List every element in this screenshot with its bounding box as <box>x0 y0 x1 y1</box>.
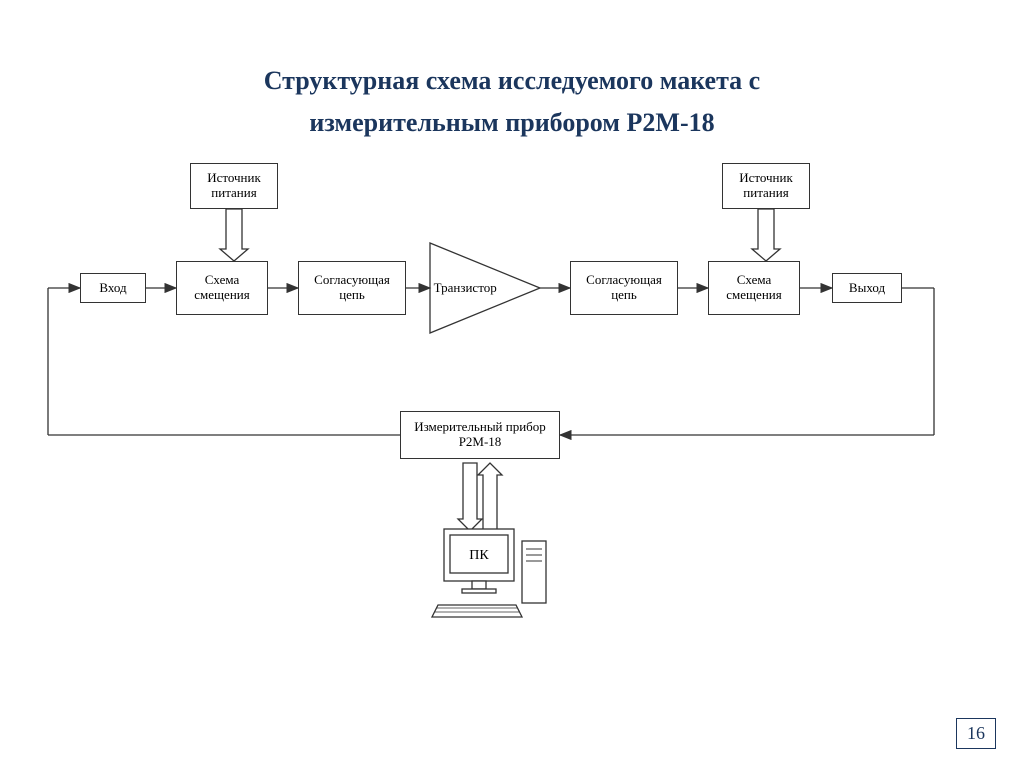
pc-icon: ПК <box>432 529 546 617</box>
node-in: Вход <box>80 273 146 303</box>
node-psu2: Источник питания <box>722 163 810 209</box>
title-line-2: измерительным прибором Р2М-18 <box>309 108 714 137</box>
svg-text:Транзистор: Транзистор <box>434 280 497 295</box>
title-line-1: Структурная схема исследуемого макета с <box>264 66 760 95</box>
page-title: Структурная схема исследуемого макета с … <box>0 0 1024 143</box>
svg-text:ПК: ПК <box>469 548 489 563</box>
node-psu1: Источник питания <box>190 163 278 209</box>
page-number: 16 <box>956 718 996 749</box>
node-meas: Измерительный прибор Р2М-18 <box>400 411 560 459</box>
node-match2: Согласующая цепь <box>570 261 678 315</box>
diagram-canvas: Транзистор ПК Вход Схема смещения Согласующа… <box>0 143 1024 663</box>
node-bias1: Схема смещения <box>176 261 268 315</box>
node-out: Выход <box>832 273 902 303</box>
node-bias2: Схема смещения <box>708 261 800 315</box>
node-match1: Согласующая цепь <box>298 261 406 315</box>
